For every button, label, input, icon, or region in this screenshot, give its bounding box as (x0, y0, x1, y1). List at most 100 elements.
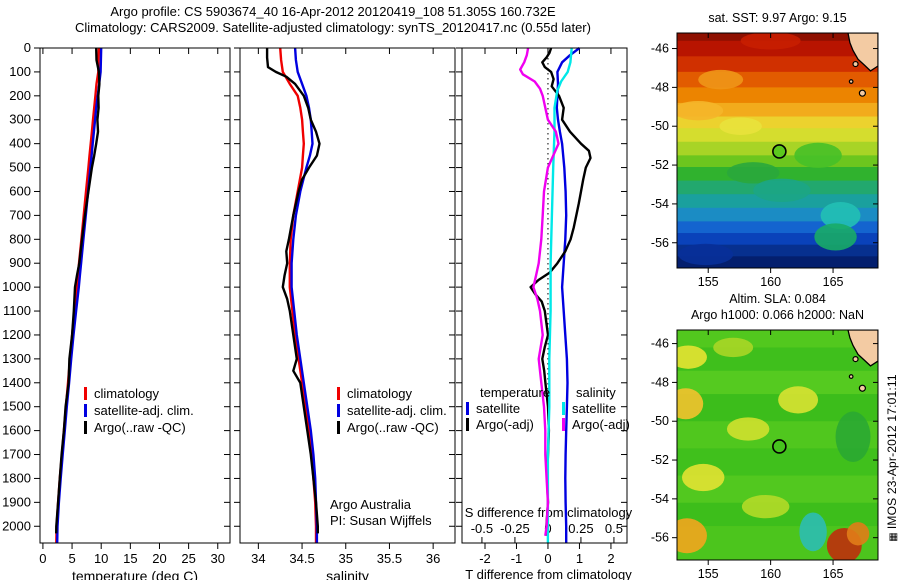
legend-label: Argo(-adj) (476, 416, 534, 432)
x-axis-label: salinity (326, 568, 369, 580)
y-tick-label: 700 (9, 207, 31, 222)
argo-s-line-swatch (562, 417, 565, 431)
sst-patch (677, 100, 724, 121)
map-title: sat. SST: 9.97 Argo: 9.15 (708, 11, 846, 25)
series-argo-raw-qc- (55, 47, 101, 534)
x-tick-label: 35 (339, 551, 353, 566)
sst-patch (698, 69, 744, 90)
land-newzealand (847, 33, 878, 72)
legend-label: Argo(-adj) (572, 416, 630, 432)
sst-patch (740, 33, 801, 50)
argo-australia-credit: Argo Australia PI: Susan Wijffels (330, 497, 432, 529)
legend-item-argo-raw: Argo(..raw -QC) (337, 419, 447, 436)
sst-patch (794, 142, 842, 168)
lat-tick-label: -52 (651, 158, 669, 172)
lon-tick-label: 160 (760, 567, 781, 580)
map-border (676, 32, 879, 269)
lon-tick-label: 155 (698, 567, 719, 580)
s-tick-label: -0.5 (471, 521, 493, 536)
sst-patch (678, 243, 734, 266)
sst-band (677, 256, 878, 268)
island (858, 89, 866, 97)
s-tick-label: 0.25 (568, 521, 593, 536)
legend-label: climatology (347, 386, 413, 401)
y-tick-label: 1100 (3, 303, 31, 318)
temperature-panel: 0100200300400500600700800900100011001200… (2, 40, 231, 580)
satellite-clim-line-swatch (337, 404, 340, 417)
plot-border (39, 47, 231, 544)
sst-patch (677, 518, 707, 554)
t-tick-label: -1 (511, 551, 523, 566)
t-axis-label: T difference from climatology (465, 567, 632, 580)
legend-label: satellite-adj. clim. (347, 403, 447, 418)
sst-band (677, 370, 878, 395)
y-tick-label: 1500 (2, 399, 31, 414)
argo-line-swatch (84, 421, 87, 434)
satellite-clim-line-swatch (84, 404, 87, 417)
t-tick-label: -2 (479, 551, 491, 566)
x-tick-label: 34.5 (289, 551, 314, 566)
x-tick-label: 20 (152, 551, 166, 566)
x-tick-label: 34 (251, 551, 265, 566)
y-tick-label: 100 (9, 64, 31, 79)
legend-item-satellite-clim: satellite-adj. clim. (84, 402, 194, 419)
map-title: Altim. SLA: 0.084 (729, 292, 826, 306)
imos-logo-icon: ▦ (888, 532, 899, 542)
x-tick-label: 25 (181, 551, 195, 566)
series-satellite-t-diff (555, 47, 581, 543)
lat-tick-label: -46 (651, 42, 669, 56)
y-tick-label: 800 (9, 231, 31, 246)
island (848, 79, 854, 84)
timestamp-vertical: ▦ IMOS 23-Apr-2012 17:01:11 (885, 374, 899, 542)
diff-temperature-legend: temperature satellite Argo(-adj) (466, 384, 550, 432)
series-argo-adj-s-diff (519, 47, 560, 536)
diff-salinity-legend: salinity satellite Argo(-adj) (562, 384, 630, 432)
legend-item-argo-raw: Argo(..raw -QC) (84, 419, 194, 436)
lat-tick-label: -54 (651, 197, 669, 211)
sla-map: 155 160 165 -46 -48 -50 -52 -54 -56 Altim. SLA: 0… (651, 292, 879, 580)
plot-border (239, 47, 456, 544)
legend-label: Argo(..raw -QC) (94, 420, 186, 435)
float-position-marker (772, 439, 787, 454)
island (852, 356, 859, 363)
y-tick-label: 200 (9, 88, 31, 103)
series-argo-raw-qc- (265, 48, 321, 534)
lat-tick-label: -52 (651, 453, 669, 467)
salinity-panel: 34 34.5 35 35.5 36 salinity (234, 47, 456, 580)
legend-item-satellite-s: satellite (562, 400, 630, 416)
sst-patch (820, 201, 861, 230)
sst-patch (719, 117, 762, 135)
map-body (677, 330, 878, 560)
island (858, 384, 866, 392)
sst-patch (814, 223, 857, 251)
series-satellite-adj-clim- (56, 47, 103, 544)
y-tick-label: 1800 (2, 470, 31, 485)
sst-patch (778, 386, 819, 414)
y-tick-label: 1600 (2, 423, 31, 438)
lon-tick-label: 165 (823, 567, 844, 580)
sst-band (677, 330, 878, 349)
satellite-s-line-swatch (562, 401, 565, 415)
sst-band (677, 102, 878, 118)
sst-map: 155 160 165 -46 -48 -50 -52 -54 -56 sat. SST: 9.9… (651, 11, 879, 289)
y-tick-label: 600 (9, 183, 31, 198)
legend-label: climatology (94, 386, 160, 401)
island (852, 60, 859, 68)
temperature-legend: climatology satellite-adj. clim. Argo(..… (84, 385, 194, 436)
y-tick-label: 1300 (2, 351, 31, 366)
s-tick-label: -0.25 (500, 521, 530, 536)
sst-patch (835, 411, 871, 462)
y-tick-label: 1400 (2, 375, 31, 390)
x-tick-label: 10 (94, 551, 108, 566)
climatology-line-swatch (337, 387, 340, 400)
y-tick-label: 1700 (2, 447, 31, 462)
t-tick-label: 0 (544, 551, 551, 566)
sst-band (677, 56, 878, 73)
map-body (677, 33, 878, 268)
lat-tick-label: -54 (651, 492, 669, 506)
y-tick-label: 900 (9, 255, 31, 270)
sst-patch (753, 178, 811, 202)
legend-item-climatology: climatology (337, 385, 447, 402)
s-tick-label: 0.5 (605, 521, 623, 536)
